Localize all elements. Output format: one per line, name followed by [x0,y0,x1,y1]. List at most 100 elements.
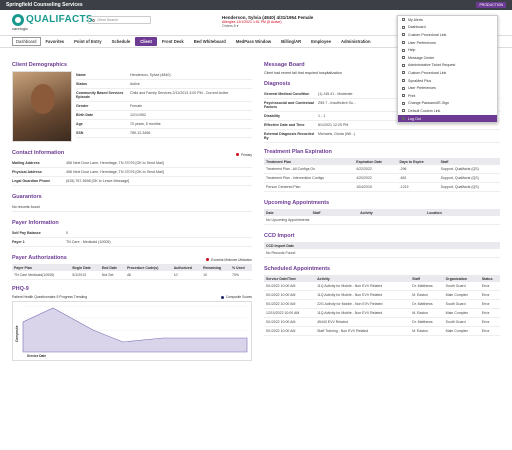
table-row[interactable]: Treatment Plan - All Configs On 4/22/2022… [264,165,500,174]
kv-row: Status Active [76,80,252,89]
kv-key: Payer 1 [12,240,25,244]
ccd-empty: No Records Found [264,249,500,258]
kv-key: Legal Guardian Phone [12,179,51,183]
tpe-table: Treatment Plan Expiration Date Days to Exp… [264,158,500,192]
kv-value: 456 Next Door Lane, Hermitage, TN 37076 … [66,170,164,174]
client-search-input[interactable]: Client Search [88,16,151,24]
menu-item-label: Default Custom Link [408,108,441,113]
table-row[interactable]: Treatment Plan - Intervention Configs 4/2… [264,173,500,183]
table-row[interactable]: 12/10/2022 10:00 AM 11Q Activity for Mobi… [264,308,500,318]
kv-key: External Diagnosis Recorded By [264,132,314,140]
menu-item-icon [402,86,405,90]
phq-legend-label: Composite Scores [225,295,252,299]
tpe-title: Treatment Plan Expiration [264,149,332,155]
menu-item-my-alerts[interactable]: My Alerts [398,16,497,24]
ccd-table: CCD Import Date No Records Found [264,242,500,258]
menu-item-log-out[interactable]: Log Out [398,114,497,123]
table-cell: -296 [397,165,439,174]
brand-name: QUALIFACTS [26,14,93,25]
nav-item-point-of-entry[interactable]: Point of Entry [74,39,102,44]
table-row[interactable]: 5/1/2022 10:00 AM 45440 EVV Related Dr. Ma… [264,317,500,327]
client-photo [12,71,72,142]
menu-item-label: Print [408,93,416,98]
table-row[interactable]: 5/1/2022 10:00 AM 11Q Activity for Mobile… [264,282,500,291]
table-cell: M. Easton [410,326,444,336]
menu-item-icon [402,79,405,83]
kv-row: Mailing Address 456 Next Door Lane, Hermi… [12,159,252,168]
table-row[interactable]: TN Care Medicaid(10005) 5/1/2013 Not Set Al… [12,271,252,280]
client-header: Henderson, Sylvia (4840) 4/31/1954 Femal… [222,15,313,28]
nav-item-administration[interactable]: Administration [340,39,371,44]
kv-key: Birth Date [76,113,94,117]
table-row[interactable]: 5/1/2022 10:00 AM 11Q Activity for Mobile… [264,290,500,300]
table-row[interactable]: 5/1/2022 10:00 AM 22G Activity for Mobile… [264,299,500,309]
kv-key: Status [76,82,87,86]
menu-item-user-preferences[interactable]: User Preferences [398,39,497,47]
column-header: Activity [315,275,411,282]
table-cell: Main Complex [443,326,480,336]
table-cell: 10 [201,271,230,280]
table-cell: Support, Qualifacts (QS) [438,182,500,192]
primary-legend: Primary [236,150,252,159]
brand-sub: carelogic [12,26,29,31]
menu-item-custom-procedural-link[interactable]: Custom Procedural Link [398,69,497,77]
nav-item-bed-whiteboard[interactable]: Bed Whiteboard [193,39,226,44]
menu-item-synamed-plus[interactable]: SynaMed Plus [398,77,497,85]
ccd-title: CCD Import [264,233,295,239]
kv-key: SSN [76,131,84,135]
brand-logo[interactable]: QUALIFACTS carelogic [12,14,93,31]
phq-area [22,307,248,353]
table-cell: South Guard [443,282,480,291]
table-row[interactable]: Person Centered Plan 10/4/2019 -1219 Suppor… [264,182,500,192]
table-cell: Not Set [99,271,126,280]
menu-item-custom-procedural-link[interactable]: Custom Procedural Link [398,31,497,39]
menu-item-icon [402,56,405,60]
guarantors-empty-text: No records found [12,205,40,209]
table-cell: M. Easton [410,308,444,318]
menu-item-label: Administrative Ticket Request [408,63,456,68]
table-cell: 5/1/2022 10:00 AM [264,290,316,300]
menu-item-message-center[interactable]: Message Center [398,54,497,62]
table-cell: Main Complex [443,290,480,300]
nav-item-favorites[interactable]: Favorites [45,39,65,44]
client-header-name[interactable]: Henderson, Sylvia (4840) 4/31/1954 Femal… [222,15,314,20]
table-cell: Error [479,326,500,336]
qualifacts-logo-icon [12,14,24,26]
menu-item-administrative-ticket-request[interactable]: Administrative Ticket Request [398,62,497,70]
phq-ylabel: Composite [15,325,19,342]
kv-row: Legal Guardian Phone (615) 767-5698 [OK t… [12,177,252,186]
table-row[interactable]: 5/1/2022 10:00 AM Staff Training - Non EV… [264,326,500,336]
nav-item-client[interactable]: Client [135,37,157,46]
menu-item-label: Dashboard [408,25,426,30]
nav-item-schedule[interactable]: Schedule [111,39,131,44]
table-cell: Error [479,299,500,309]
menu-item-user-preferences[interactable]: User Preferences [398,84,497,92]
scheduled-table: Service Date/Time Activity Staff Organizati… [264,275,500,336]
orders-dropdown[interactable]: Orders 8 ▾ [222,24,239,28]
nav-item-employee[interactable]: Employee [311,39,331,44]
nav-item-billing-ar[interactable]: Billing/AR [281,39,302,44]
table-cell: Dr. Matthews [410,317,444,327]
kv-row: Psychosocial and Contextual Factors Z59.7… [264,99,500,112]
menu-item-change-password-e-sign[interactable]: Change Password/E-Sign [398,100,497,108]
allergies-link[interactable]: Allergies 12/1/2021 1:51 PM (8 Active) [222,20,282,24]
menu-item-icon [402,33,405,37]
kv-value: (1) J45.41 - Moderate [318,92,353,96]
demographics-table: Name Henderson, Sylvia (4840) Status Active… [76,71,252,142]
nav-item-medpass-window[interactable]: MedPass Window [235,39,272,44]
table-cell: South Guard [443,317,480,327]
nav-item-dashboard[interactable]: Dashboard [12,37,41,46]
column-header: Expiration Date [354,158,398,165]
kv-key: Psychosocial and Contextual Factors [264,101,314,109]
column-header: Date [264,209,311,216]
menu-item-default-custom-link[interactable]: Default Custom Link [398,107,497,115]
kv-row: Disability 1 - 1 [264,112,500,121]
menu-item-icon [402,109,405,113]
menu-item-print[interactable]: Print [398,92,497,100]
kv-row: External Diagnosis Recorded By Michaels, … [264,130,500,143]
upcoming-title: Upcoming Appointments [264,200,330,206]
menu-item-dashboard[interactable]: Dashboard [398,24,497,32]
kv-row: Birth Date 12/1/1952 [76,111,252,120]
nav-item-front-desk[interactable]: Front Desk [161,39,184,44]
menu-item-help[interactable]: Help [398,46,497,54]
